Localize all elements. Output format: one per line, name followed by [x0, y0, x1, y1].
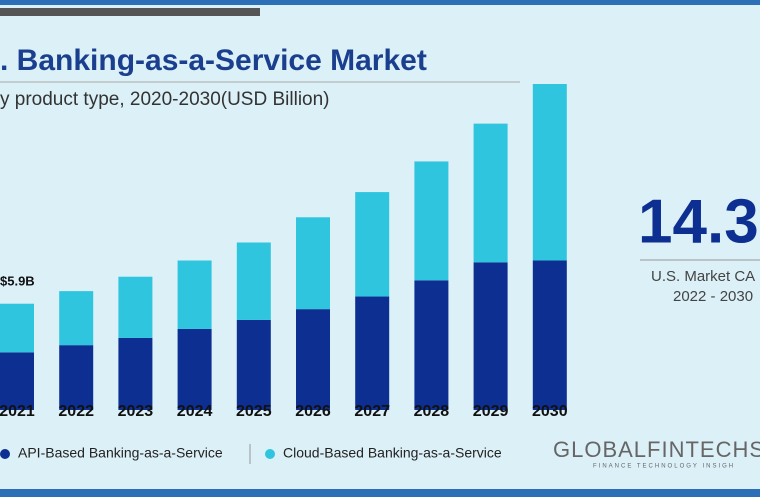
bar-segment	[532, 260, 567, 410]
bar-segment	[355, 296, 390, 410]
x-tick-label: 2025	[236, 403, 272, 420]
bar-segment	[118, 276, 153, 338]
bar-segment	[355, 192, 390, 297]
bottom-band	[0, 489, 760, 497]
bar-segment	[0, 303, 34, 353]
bar-segment	[177, 328, 212, 410]
bar-segment	[414, 280, 449, 410]
bar-segment	[532, 84, 567, 261]
bar-segment	[414, 161, 449, 281]
total-label: $5.9B	[0, 273, 35, 288]
legend-label: Cloud-Based Banking-as-a-Service	[283, 445, 502, 461]
bar-segment	[473, 262, 508, 410]
cagr-value: 14.3	[638, 187, 759, 256]
brand: GLOBALFINTECHS	[553, 437, 760, 462]
cagr-period: 2022 - 2030	[673, 288, 753, 305]
x-tick-label: 2029	[473, 403, 509, 420]
top-accent	[0, 8, 260, 16]
legend-swatch	[265, 449, 275, 459]
bar-segment	[118, 337, 153, 410]
brand-tagline: FINANCE TECHNOLOGY INSIGH	[593, 464, 735, 470]
chart-subtitle: y product type, 2020-2030(USD Billion)	[0, 89, 330, 110]
chart-title: . Banking-as-a-Service Market	[0, 44, 427, 77]
x-tick-label: 2026	[295, 403, 331, 420]
top-band	[0, 0, 760, 5]
x-tick-label: 2028	[414, 403, 450, 420]
x-tick-label: 2021	[0, 403, 35, 420]
legend-swatch	[0, 449, 10, 459]
x-tick-label: 2022	[58, 403, 94, 420]
legend-label: API-Based Banking-as-a-Service	[18, 445, 223, 461]
bar-segment	[296, 309, 330, 410]
bar-segment	[59, 345, 94, 410]
x-tick-label: 2024	[177, 403, 213, 420]
x-tick-label: 2027	[354, 403, 390, 420]
bar-segment	[0, 352, 34, 410]
x-tick-label: 2023	[118, 403, 154, 420]
cagr-label: U.S. Market CA	[651, 268, 755, 285]
bar-segment	[177, 260, 212, 329]
bar-segment	[236, 319, 271, 410]
bar-segment	[59, 291, 94, 346]
x-tick-label: 2030	[532, 403, 568, 420]
bar-segment	[236, 242, 271, 320]
bar-segment	[296, 217, 330, 310]
bar-segment	[473, 123, 508, 263]
